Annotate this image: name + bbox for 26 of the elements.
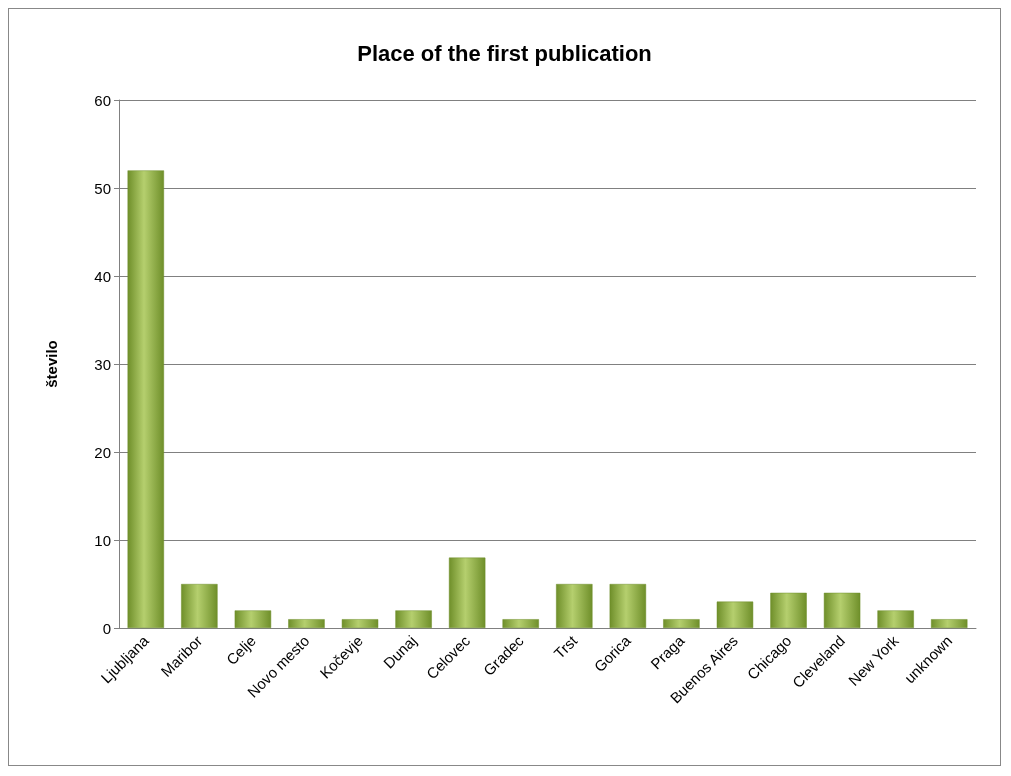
bar bbox=[770, 592, 807, 628]
y-tick-label: 40 bbox=[94, 267, 111, 285]
bar bbox=[823, 592, 861, 628]
bar bbox=[448, 557, 486, 628]
y-axis-title: število bbox=[43, 340, 60, 388]
bar bbox=[931, 619, 968, 628]
bar bbox=[288, 619, 325, 628]
y-tick-label: 0 bbox=[102, 619, 111, 637]
bar bbox=[877, 610, 914, 628]
bar bbox=[556, 584, 593, 628]
x-tick-label: Trst bbox=[550, 631, 581, 662]
bar bbox=[181, 584, 218, 628]
bar bbox=[341, 619, 379, 628]
bar bbox=[716, 601, 754, 628]
y-tick-label: 30 bbox=[94, 355, 111, 373]
y-tick-label: 10 bbox=[94, 531, 111, 549]
y-tick-label: 50 bbox=[94, 179, 111, 197]
bar bbox=[395, 610, 432, 628]
bar bbox=[502, 619, 539, 628]
bar bbox=[234, 610, 272, 628]
bar bbox=[663, 619, 700, 628]
chart-title: Place of the first publication bbox=[357, 40, 652, 66]
y-tick-label: 60 bbox=[94, 91, 111, 109]
bar bbox=[127, 170, 164, 628]
y-tick-label: 20 bbox=[94, 443, 111, 461]
bar bbox=[609, 584, 647, 628]
